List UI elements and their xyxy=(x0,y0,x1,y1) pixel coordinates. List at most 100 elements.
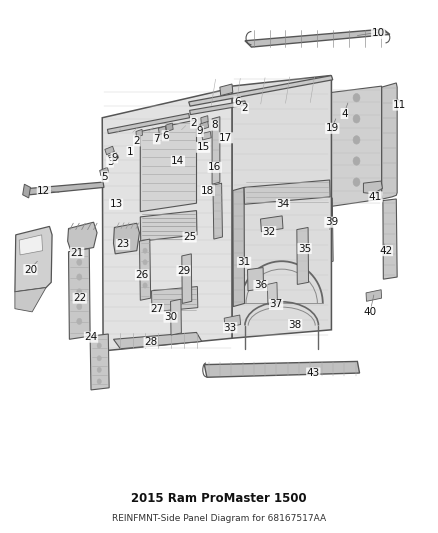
Text: 4: 4 xyxy=(341,109,348,118)
Circle shape xyxy=(353,115,360,123)
Text: 32: 32 xyxy=(262,227,276,237)
Circle shape xyxy=(97,367,101,373)
Circle shape xyxy=(97,343,101,348)
Text: 16: 16 xyxy=(208,163,221,172)
Polygon shape xyxy=(381,83,397,199)
Polygon shape xyxy=(29,182,104,195)
Text: 27: 27 xyxy=(150,304,163,314)
Polygon shape xyxy=(366,290,381,301)
Text: 42: 42 xyxy=(379,246,392,256)
Polygon shape xyxy=(107,114,190,134)
Polygon shape xyxy=(202,132,211,140)
Polygon shape xyxy=(90,334,109,390)
Text: 29: 29 xyxy=(177,266,190,276)
Circle shape xyxy=(77,303,82,310)
Polygon shape xyxy=(136,130,142,138)
Polygon shape xyxy=(152,287,198,312)
Polygon shape xyxy=(204,361,360,377)
Polygon shape xyxy=(170,299,181,335)
Text: 30: 30 xyxy=(164,312,177,322)
Polygon shape xyxy=(15,288,46,312)
Polygon shape xyxy=(182,254,192,303)
Polygon shape xyxy=(140,211,197,241)
Text: 2: 2 xyxy=(134,136,140,146)
Polygon shape xyxy=(105,146,114,155)
Polygon shape xyxy=(364,181,382,193)
Polygon shape xyxy=(108,152,119,161)
Text: 41: 41 xyxy=(369,192,382,202)
Text: 2015 Ram ProMaster 1500: 2015 Ram ProMaster 1500 xyxy=(131,492,307,505)
Text: 24: 24 xyxy=(85,332,98,342)
Text: 8: 8 xyxy=(212,120,218,130)
Text: 21: 21 xyxy=(71,248,84,258)
Text: 26: 26 xyxy=(135,270,148,280)
Circle shape xyxy=(143,271,147,277)
Text: 11: 11 xyxy=(393,100,406,110)
Polygon shape xyxy=(139,239,151,300)
Polygon shape xyxy=(233,188,244,306)
Text: 35: 35 xyxy=(298,244,311,254)
Polygon shape xyxy=(67,222,97,252)
Text: 9: 9 xyxy=(111,153,118,163)
Circle shape xyxy=(143,283,147,288)
Text: 38: 38 xyxy=(289,319,302,329)
Text: 3: 3 xyxy=(107,157,113,167)
Polygon shape xyxy=(340,98,354,110)
Text: 2: 2 xyxy=(242,103,248,114)
Polygon shape xyxy=(268,282,277,304)
Text: 28: 28 xyxy=(144,337,157,348)
Polygon shape xyxy=(247,268,264,291)
Text: 20: 20 xyxy=(24,265,37,274)
Polygon shape xyxy=(213,183,223,239)
Polygon shape xyxy=(327,198,333,262)
Text: 43: 43 xyxy=(307,368,320,378)
Text: 13: 13 xyxy=(110,199,123,209)
Polygon shape xyxy=(200,122,208,130)
Text: 33: 33 xyxy=(224,322,237,333)
Text: 17: 17 xyxy=(219,133,233,143)
Polygon shape xyxy=(190,101,246,115)
Text: 34: 34 xyxy=(276,199,290,209)
Polygon shape xyxy=(113,223,139,254)
Polygon shape xyxy=(19,235,42,255)
Text: 6: 6 xyxy=(162,131,169,141)
Text: 2: 2 xyxy=(191,118,197,128)
Circle shape xyxy=(353,136,360,144)
Text: 37: 37 xyxy=(269,300,283,310)
Polygon shape xyxy=(244,180,330,204)
Circle shape xyxy=(353,157,360,165)
Polygon shape xyxy=(159,126,166,135)
Circle shape xyxy=(97,356,101,361)
Circle shape xyxy=(353,178,360,187)
Circle shape xyxy=(77,318,82,325)
Polygon shape xyxy=(261,216,283,232)
Text: 1: 1 xyxy=(127,147,134,157)
Polygon shape xyxy=(68,248,90,340)
Circle shape xyxy=(143,248,147,253)
Text: 19: 19 xyxy=(326,123,339,133)
Text: 6: 6 xyxy=(234,97,240,107)
Text: 12: 12 xyxy=(37,185,50,196)
Circle shape xyxy=(77,259,82,265)
Text: REINFMNT-Side Panel Diagram for 68167517AA: REINFMNT-Side Panel Diagram for 68167517… xyxy=(112,514,326,523)
Polygon shape xyxy=(102,88,232,351)
Text: 40: 40 xyxy=(364,307,377,317)
Text: 5: 5 xyxy=(102,172,108,182)
Polygon shape xyxy=(224,315,240,328)
Circle shape xyxy=(143,260,147,265)
Text: 39: 39 xyxy=(325,217,338,227)
Polygon shape xyxy=(232,76,332,338)
Text: 25: 25 xyxy=(183,232,196,242)
Polygon shape xyxy=(23,184,31,198)
Text: 10: 10 xyxy=(371,28,385,38)
Polygon shape xyxy=(100,167,109,176)
Circle shape xyxy=(97,379,101,384)
Text: 9: 9 xyxy=(197,126,203,136)
Polygon shape xyxy=(297,228,308,285)
Text: 7: 7 xyxy=(153,134,160,144)
Polygon shape xyxy=(15,227,52,292)
Polygon shape xyxy=(212,117,220,184)
Text: 22: 22 xyxy=(73,293,86,303)
Polygon shape xyxy=(245,29,390,47)
Polygon shape xyxy=(189,76,333,106)
